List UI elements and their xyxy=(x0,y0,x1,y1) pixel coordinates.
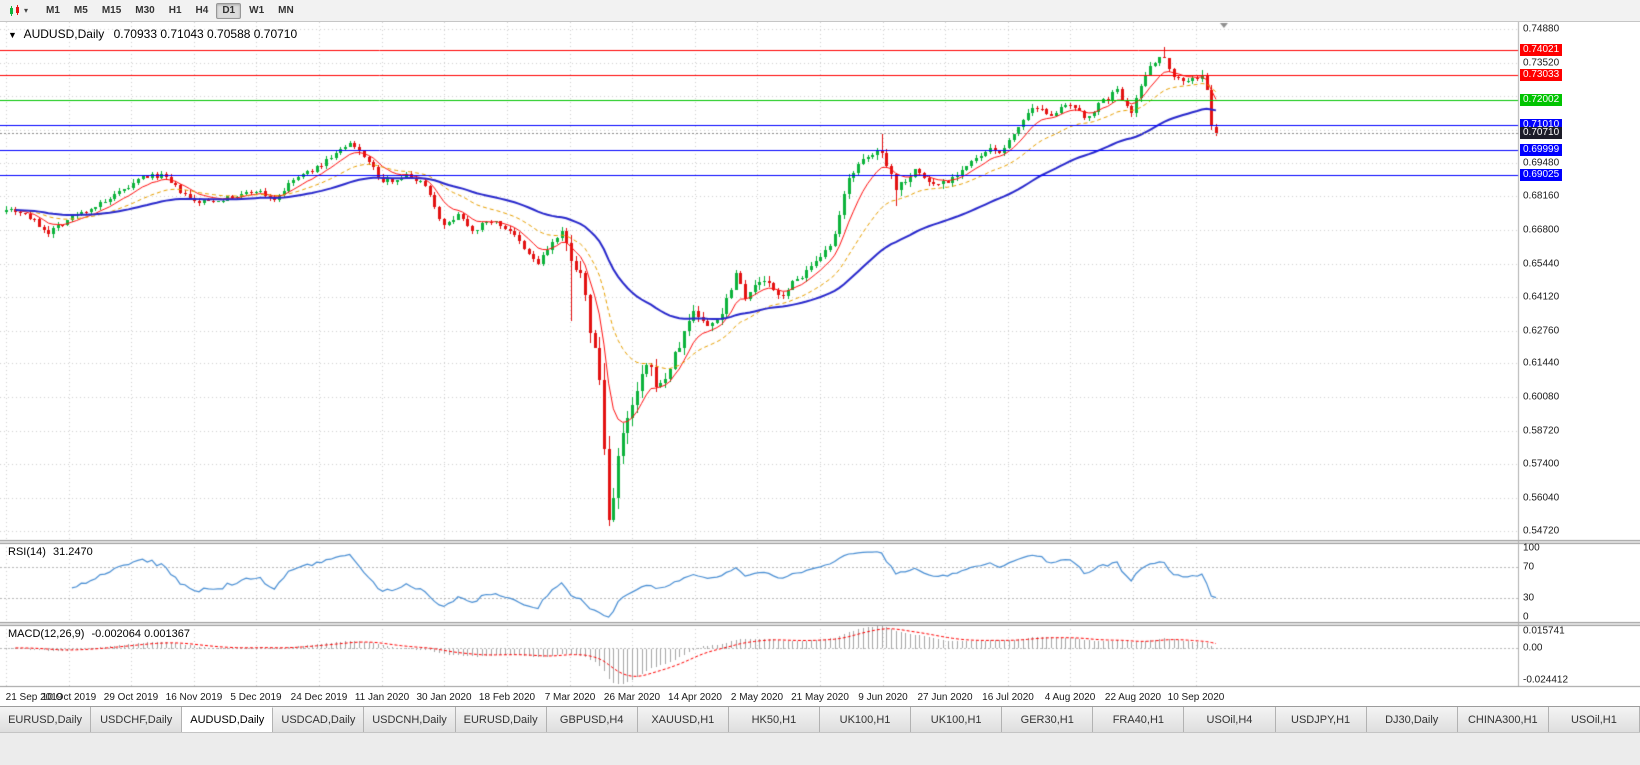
timeframe-toolbar: ▾ M1 M5 M15 M30 H1 H4 D1 W1 MN xyxy=(0,0,1640,22)
date-axis-label: 11 Jan 2020 xyxy=(354,692,410,703)
price-axis-label: 0.66800 xyxy=(1523,224,1560,236)
chart-tab-eurusd-daily-5[interactable]: EURUSD,Daily xyxy=(455,707,547,732)
price-chart-canvas[interactable] xyxy=(0,22,1640,688)
bottom-strip xyxy=(0,732,1640,765)
timeframe-button-m30[interactable]: M30 xyxy=(135,4,155,16)
hline-price-tag[interactable]: 0.73033 xyxy=(1520,68,1563,81)
timeframe-button-m15[interactable]: M15 xyxy=(101,4,122,16)
date-axis-label: 10 Sep 2020 xyxy=(1167,692,1225,703)
rsi-value: 31.2470 xyxy=(52,546,93,558)
date-axis-label: 22 Aug 2020 xyxy=(1104,692,1162,703)
date-axis-label: 24 Dec 2019 xyxy=(290,692,348,703)
date-axis-label: 30 Jan 2020 xyxy=(416,692,472,703)
rsi-indicator-label: RSI(14) 31.2470 xyxy=(8,546,93,558)
chart-tab-ger30-h1-11[interactable]: GER30,H1 xyxy=(1002,707,1094,732)
chart-tab-usoil-h1-17[interactable]: USOil,H1 xyxy=(1548,707,1640,732)
price-axis-label: 0.57400 xyxy=(1523,458,1560,470)
chart-tab-uk100-h1-9[interactable]: UK100,H1 xyxy=(819,707,912,732)
rsi-axis-label: 0 xyxy=(1523,611,1529,623)
collapse-arrow-icon[interactable]: ▼ xyxy=(8,30,17,40)
rsi-axis-label: 70 xyxy=(1523,561,1535,573)
date-axis-label: 26 Mar 2020 xyxy=(603,692,661,703)
chart-tab-audusd-daily-2[interactable]: AUDUSD,Daily xyxy=(182,707,274,732)
price-axis-label: 0.74880 xyxy=(1523,23,1560,35)
price-axis-label: 0.73520 xyxy=(1523,57,1560,69)
date-axis-label: 16 Nov 2019 xyxy=(165,692,223,703)
chart-tab-uk100-h1-10[interactable]: UK100,H1 xyxy=(911,707,1003,732)
chart-tab-usdcnh-daily-4[interactable]: USDCNH,Daily xyxy=(364,707,456,732)
chart-tab-xauusd-h1-7[interactable]: XAUUSD,H1 xyxy=(637,707,729,732)
macd-axis-label: -0.024412 xyxy=(1523,674,1569,686)
timeframe-button-m5[interactable]: M5 xyxy=(73,4,88,16)
chart-symbol-label: AUDUSD,Daily xyxy=(23,27,105,41)
rsi-axis-label: 100 xyxy=(1523,542,1540,554)
date-axis-label: 21 Sep 2019 xyxy=(5,692,63,703)
candlestick-chart-icon xyxy=(10,4,19,16)
price-axis-label: 0.56040 xyxy=(1523,492,1560,504)
chart-tab-dj30-daily-15[interactable]: DJ30,Daily xyxy=(1366,707,1458,732)
chart-tab-usdjpy-h1-14[interactable]: USDJPY,H1 xyxy=(1275,707,1367,732)
timeframe-button-mn[interactable]: MN xyxy=(278,4,294,16)
price-axis-label: 0.60080 xyxy=(1523,391,1560,403)
timeframe-button-h4[interactable]: H4 xyxy=(195,4,209,16)
rsi-name: RSI(14) xyxy=(8,546,46,558)
chart-tab-fra40-h1-12[interactable]: FRA40,H1 xyxy=(1093,707,1185,732)
timeframe-button-h1[interactable]: H1 xyxy=(168,4,182,16)
chart-tab-usoil-h4-13[interactable]: USOil,H4 xyxy=(1184,707,1276,732)
current-price-tag: 0.70710 xyxy=(1520,126,1563,139)
chart-ohlc-values: 0.70933 0.71043 0.70588 0.70710 xyxy=(113,27,298,41)
price-axis-label: 0.69480 xyxy=(1523,157,1560,169)
macd-axis-label: 0.00 xyxy=(1523,642,1543,654)
hline-price-tag[interactable]: 0.72002 xyxy=(1520,94,1563,107)
date-axis-label: 29 Oct 2019 xyxy=(103,692,159,703)
price-axis-label: 0.58720 xyxy=(1523,425,1560,437)
chart-tabs-bar: EURUSD,Daily USDCHF,Daily AUDUSD,Daily USDC… xyxy=(0,706,1640,732)
timeframe-button-w1[interactable]: W1 xyxy=(249,4,265,16)
date-axis-label: 27 Jun 2020 xyxy=(917,692,973,703)
price-axis-label: 0.68160 xyxy=(1523,190,1560,202)
chart-tab-usdchf-daily-1[interactable]: USDCHF,Daily xyxy=(91,707,183,732)
timeframe-buttons: M1 M5 M15 M30 H1 H4 D1 W1 MN xyxy=(40,2,300,19)
chart-type-button[interactable]: ▾ xyxy=(4,4,32,18)
date-axis-label: 16 Jul 2020 xyxy=(982,692,1034,703)
date-axis-label: 7 Mar 2020 xyxy=(544,692,596,703)
chart-tab-usdcad-daily-3[interactable]: USDCAD,Daily xyxy=(273,707,365,732)
hline-price-tag[interactable]: 0.69999 xyxy=(1520,144,1563,157)
date-axis-label: 2 May 2020 xyxy=(730,692,784,703)
macd-indicator-label: MACD(12,26,9) -0.002064 0.001367 xyxy=(8,628,190,640)
date-axis-label: 4 Aug 2020 xyxy=(1044,692,1096,703)
date-axis-label: 9 Jun 2020 xyxy=(858,692,908,703)
macd-name: MACD(12,26,9) xyxy=(8,628,85,640)
rsi-axis-label: 30 xyxy=(1523,592,1535,604)
hline-price-tag[interactable]: 0.69025 xyxy=(1520,168,1563,181)
chart-title: ▼ AUDUSD,Daily 0.70933 0.71043 0.70588 0… xyxy=(8,27,297,41)
timeframe-button-m1[interactable]: M1 xyxy=(46,4,60,16)
date-axis-label: 18 Feb 2020 xyxy=(478,692,536,703)
hline-price-tag[interactable]: 0.74021 xyxy=(1520,44,1563,57)
price-axis-label: 0.64120 xyxy=(1523,291,1560,303)
price-axis-label: 0.61440 xyxy=(1523,357,1560,369)
dropdown-arrow-icon: ▾ xyxy=(24,6,29,15)
date-axis-label: 14 Apr 2020 xyxy=(668,692,722,703)
date-axis-label: 10 Oct 2019 xyxy=(41,692,97,703)
price-axis-label: 0.62760 xyxy=(1523,325,1560,337)
macd-values: -0.002064 0.001367 xyxy=(91,628,190,640)
price-axis-label: 0.54720 xyxy=(1523,525,1560,537)
chart-tab-hk50-h1-8[interactable]: HK50,H1 xyxy=(728,707,820,732)
timeframe-button-d1[interactable]: D1 xyxy=(216,2,242,19)
price-axis-label: 0.65440 xyxy=(1523,258,1560,270)
date-axis-label: 21 May 2020 xyxy=(791,692,849,703)
date-axis-label: 5 Dec 2019 xyxy=(230,692,282,703)
chart-tab-eurusd-daily-0[interactable]: EURUSD,Daily xyxy=(0,707,92,732)
chart-tab-china300-h1-16[interactable]: CHINA300,H1 xyxy=(1457,707,1549,732)
macd-axis-label: 0.015741 xyxy=(1523,625,1565,637)
chart-tab-gbpusd-h4-6[interactable]: GBPUSD,H4 xyxy=(546,707,638,732)
